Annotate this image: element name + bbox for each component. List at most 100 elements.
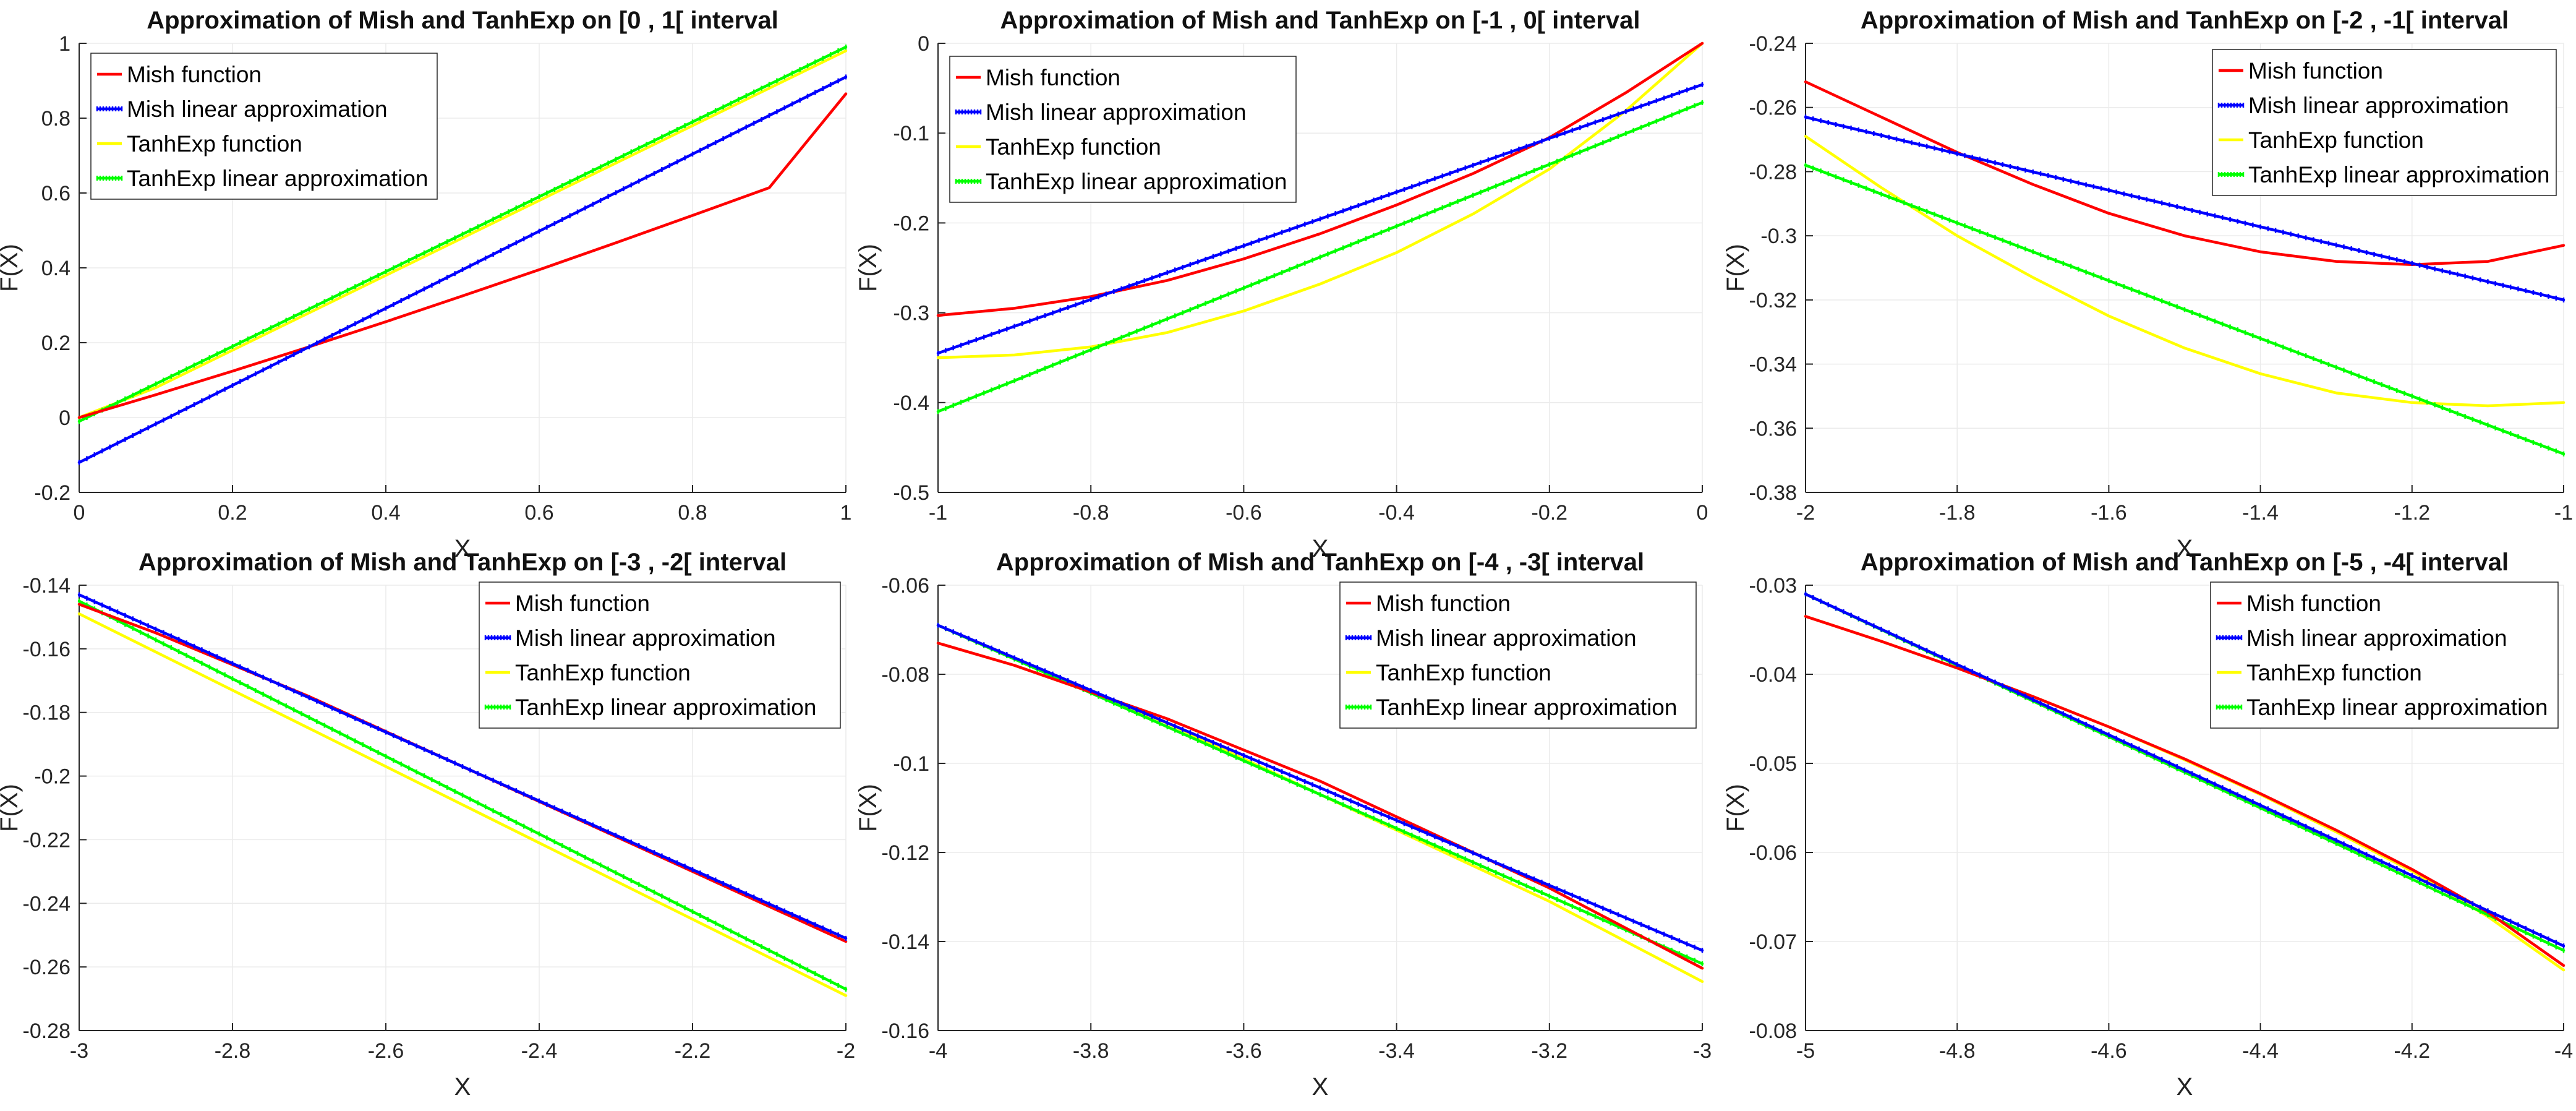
legend-label: TanhExp function xyxy=(515,660,691,685)
y-tick-label: -0.1 xyxy=(893,122,929,145)
y-tick-label: 0.6 xyxy=(41,182,70,205)
x-tick-label: 0 xyxy=(74,501,85,525)
y-tick-label: -0.08 xyxy=(1749,1019,1798,1043)
series-tanhexp-linear-approximation xyxy=(77,598,848,992)
x-axis-label: X xyxy=(454,1073,471,1100)
legend-entry: TanhExp function xyxy=(485,660,691,685)
y-tick-label: 0.2 xyxy=(41,332,70,355)
series-line xyxy=(1804,80,2565,267)
y-tick-label: -0.07 xyxy=(1749,930,1798,954)
legend: Mish function Mish linear approximation Ta… xyxy=(479,581,841,729)
y-tick-label: -0.06 xyxy=(1749,841,1798,865)
legend-label: Mish function xyxy=(127,62,262,87)
subplot-3: -2 -1.8 -1.6 -1.4 -1.2 -1 -0.38 -0.36 -0.34 -0.32… xyxy=(1722,7,2573,562)
subplot-1: 0 0.2 0.4 0.6 0.8 1-0.200.20.40.60.81XF(X)App… xyxy=(0,7,851,562)
y-tick-label: -0.36 xyxy=(1749,417,1798,440)
y-axis-label: F(X) xyxy=(1722,784,1749,832)
legend: Mish function Mish linear approximation Ta… xyxy=(949,56,1297,203)
legend-box xyxy=(2210,581,2559,729)
series-mish-linear-approximation xyxy=(1804,114,2565,302)
legend-entry: TanhExp linear approximation xyxy=(2216,695,2548,720)
x-tick-label: -3.6 xyxy=(1226,1039,1262,1063)
x-tick-label: -1.4 xyxy=(2242,501,2279,525)
x-tick-label: 0.8 xyxy=(678,501,707,525)
legend-label: TanhExp function xyxy=(1376,660,1551,685)
series-tanhexp-linear-approximation xyxy=(77,45,848,424)
legend-label: Mish linear approximation xyxy=(515,625,776,651)
series-mish-linear-approximation xyxy=(936,622,1704,953)
legend-label: Mish linear approximation xyxy=(986,100,1247,125)
x-tick-label: -3 xyxy=(70,1039,88,1063)
x-tick-label: -1 xyxy=(929,501,947,525)
legend-entry: Mish function xyxy=(97,62,262,87)
legend-entry: Mish linear approximation xyxy=(484,625,776,651)
x-tick-label: 1 xyxy=(840,501,852,525)
y-tick-label: -0.14 xyxy=(882,930,930,954)
y-tick-label: -0.04 xyxy=(1749,663,1798,687)
y-tick-label: -0.2 xyxy=(34,481,70,505)
y-tick-label: 0.8 xyxy=(41,107,70,131)
legend-entry: TanhExp linear approximation xyxy=(955,169,1287,194)
legend-label: Mish function xyxy=(986,65,1120,90)
series-line xyxy=(1804,615,2565,967)
y-tick-label: -0.1 xyxy=(893,752,929,776)
legend-entry: TanhExp function xyxy=(956,134,1161,160)
legend-entry: Mish function xyxy=(1346,591,1511,616)
series-line xyxy=(77,92,848,419)
legend-label: Mish function xyxy=(1376,591,1511,616)
legend-label: TanhExp linear approximation xyxy=(2248,162,2549,187)
legend-entry: Mish function xyxy=(956,65,1120,90)
chart-title: Approximation of Mish and TanhExp on [0 … xyxy=(147,7,778,34)
y-tick-label: -0.26 xyxy=(1749,97,1798,120)
subplot-5: -4 -3.8 -3.6 -3.4 -3.2 -3 -0.16 -0.14 -0.12 -0.1 -… xyxy=(855,549,1712,1100)
x-tick-label: -4.4 xyxy=(2242,1039,2279,1063)
x-axis-label: X xyxy=(454,535,471,562)
x-tick-label: -3.4 xyxy=(1378,1039,1415,1063)
series-mish-linear-approximation xyxy=(77,592,848,941)
x-tick-label: -2 xyxy=(1796,501,1815,525)
legend-label: TanhExp function xyxy=(127,131,302,157)
x-tick-label: -0.8 xyxy=(1073,501,1109,525)
y-tick-label: 0 xyxy=(918,32,929,56)
legend-entry: Mish function xyxy=(2219,58,2383,84)
legend-entry: Mish function xyxy=(485,591,650,616)
x-tick-label: -2.4 xyxy=(521,1039,558,1063)
y-tick-label: -0.32 xyxy=(1749,289,1798,312)
y-axis-label: F(X) xyxy=(855,784,882,832)
x-tick-label: -4 xyxy=(2554,1039,2573,1063)
legend-entry: TanhExp function xyxy=(97,131,302,157)
x-tick-label: -4.2 xyxy=(2394,1039,2431,1063)
x-tick-label: 0.4 xyxy=(371,501,400,525)
legend-label: Mish function xyxy=(2248,58,2383,84)
series-tanhexp-function xyxy=(936,41,1704,359)
legend-box xyxy=(479,581,841,729)
legend: Mish function Mish linear approximation Ta… xyxy=(90,53,438,200)
x-axis-label: X xyxy=(2177,1073,2193,1100)
y-tick-label: 0 xyxy=(59,406,70,430)
y-tick-label: -0.24 xyxy=(23,892,71,916)
series-mish-linear-approximation xyxy=(77,74,848,465)
x-tick-label: -2.6 xyxy=(368,1039,404,1063)
subplot-6: -5 -4.8 -4.6 -4.4 -4.2 -4 -0.08 -0.07 -0.06 -0.05… xyxy=(1722,549,2573,1100)
legend-label: TanhExp linear approximation xyxy=(986,169,1287,194)
legend-label: TanhExp linear approximation xyxy=(515,695,816,720)
x-tick-label: -0.4 xyxy=(1378,501,1415,525)
series-mish-linear-approximation xyxy=(1804,591,2565,949)
legend-entry: Mish linear approximation xyxy=(1345,625,1637,651)
series-line xyxy=(1804,135,2565,408)
y-tick-label: -0.05 xyxy=(1749,752,1798,776)
y-tick-label: -0.12 xyxy=(882,841,930,865)
legend: Mish function Mish linear approximation Ta… xyxy=(2212,49,2557,196)
series-tanhexp-function xyxy=(77,612,848,997)
legend-label: TanhExp linear approximation xyxy=(127,166,428,191)
x-tick-label: -4 xyxy=(929,1039,947,1063)
legend-entry: TanhExp linear approximation xyxy=(96,166,428,191)
x-tick-label: -0.2 xyxy=(1532,501,1568,525)
y-tick-label: -0.28 xyxy=(23,1019,71,1043)
y-axis-label: F(X) xyxy=(855,244,882,292)
legend-entry: TanhExp function xyxy=(2217,660,2422,685)
chart-title: Approximation of Mish and TanhExp on [-5… xyxy=(1861,549,2509,576)
y-tick-label: -0.22 xyxy=(23,828,71,852)
legend-label: TanhExp function xyxy=(2248,127,2424,153)
